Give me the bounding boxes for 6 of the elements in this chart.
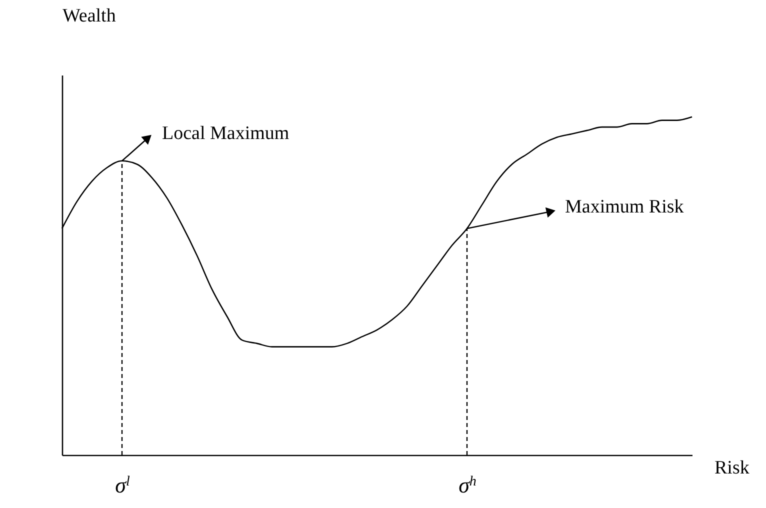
y-axis-title: Wealth xyxy=(62,6,116,26)
annotation: Maximum Risk xyxy=(565,196,684,218)
x-tick-label: σ$^{h}$ xyxy=(458,472,476,498)
x-tick-label: σ$^{l}$ xyxy=(115,472,130,498)
annotation: Local Maximum xyxy=(162,122,290,144)
x-axis-title: Risk xyxy=(714,458,750,478)
